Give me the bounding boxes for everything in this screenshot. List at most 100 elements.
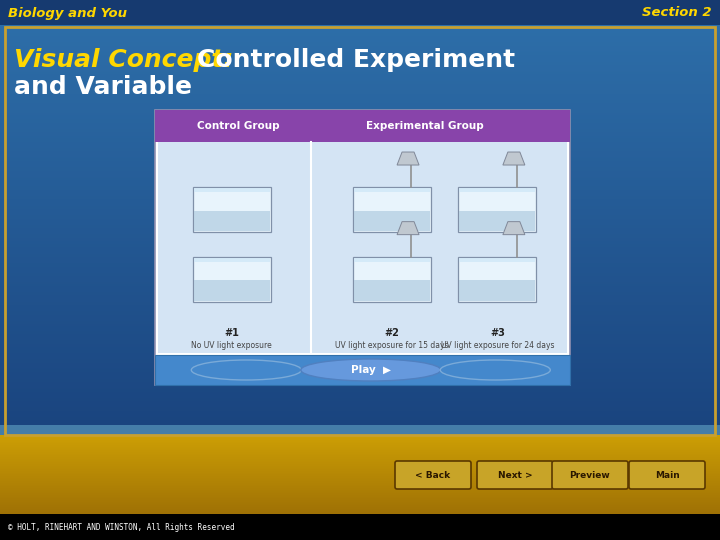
Bar xyxy=(0,345,720,346)
Bar xyxy=(0,333,720,334)
Bar xyxy=(0,136,720,137)
Bar xyxy=(0,476,720,477)
Bar xyxy=(0,441,720,442)
Text: UV light exposure for 24 days: UV light exposure for 24 days xyxy=(441,341,554,350)
Bar xyxy=(0,498,720,499)
Bar xyxy=(0,155,720,156)
Bar xyxy=(0,200,720,201)
Bar xyxy=(0,477,720,478)
Bar xyxy=(0,485,720,486)
Bar xyxy=(0,502,720,503)
Bar xyxy=(0,481,720,482)
Bar xyxy=(0,202,720,203)
Bar xyxy=(0,514,720,515)
Bar xyxy=(0,139,720,140)
Bar xyxy=(0,464,720,465)
Bar xyxy=(0,310,720,311)
FancyBboxPatch shape xyxy=(459,256,536,302)
Bar xyxy=(0,508,720,509)
Bar xyxy=(0,514,720,515)
Bar xyxy=(0,405,720,406)
Bar xyxy=(0,277,720,278)
Bar xyxy=(0,224,720,225)
Bar xyxy=(0,395,720,396)
Bar xyxy=(0,478,720,479)
Bar xyxy=(0,451,720,452)
Bar xyxy=(0,420,720,421)
Bar xyxy=(0,54,720,55)
Bar xyxy=(0,460,720,461)
FancyBboxPatch shape xyxy=(194,211,270,231)
FancyBboxPatch shape xyxy=(354,280,430,301)
Bar xyxy=(0,267,720,268)
Bar xyxy=(0,521,720,522)
Bar xyxy=(0,501,720,502)
Bar xyxy=(0,451,720,452)
Bar xyxy=(0,486,720,487)
Bar xyxy=(0,488,720,489)
Bar xyxy=(0,50,720,51)
Bar xyxy=(0,264,720,265)
Bar xyxy=(0,179,720,180)
Bar xyxy=(0,342,720,343)
Bar xyxy=(0,482,720,483)
Bar xyxy=(0,478,720,479)
Text: Experimental Group: Experimental Group xyxy=(366,121,484,131)
FancyBboxPatch shape xyxy=(459,188,536,192)
Bar xyxy=(0,510,720,511)
Bar xyxy=(0,513,720,514)
Bar xyxy=(0,79,720,80)
Bar xyxy=(0,62,720,63)
Bar xyxy=(0,17,720,18)
Bar xyxy=(0,103,720,104)
Bar xyxy=(0,406,720,407)
Bar xyxy=(0,44,720,45)
Bar xyxy=(0,133,720,134)
Bar xyxy=(0,496,720,497)
Bar xyxy=(0,153,720,154)
Bar xyxy=(0,248,720,249)
Bar xyxy=(0,471,720,472)
Bar xyxy=(0,59,720,60)
Bar xyxy=(0,509,720,510)
Bar xyxy=(0,486,720,487)
Bar xyxy=(0,526,720,527)
Bar xyxy=(0,130,720,131)
Bar xyxy=(0,243,720,244)
FancyBboxPatch shape xyxy=(477,461,553,489)
Bar xyxy=(0,24,720,25)
Bar xyxy=(0,323,720,324)
Bar xyxy=(0,124,720,125)
Bar xyxy=(0,389,720,390)
Bar xyxy=(0,498,720,499)
Bar xyxy=(0,287,720,288)
Bar xyxy=(0,473,720,474)
Bar xyxy=(0,93,720,94)
Bar xyxy=(0,301,720,302)
Bar xyxy=(0,168,720,169)
Bar xyxy=(0,357,720,358)
Bar xyxy=(0,134,720,135)
Bar xyxy=(0,348,720,349)
Bar xyxy=(0,479,720,480)
Bar xyxy=(0,135,720,136)
Bar xyxy=(0,437,720,438)
Bar xyxy=(0,239,720,240)
Bar xyxy=(0,120,720,121)
Bar xyxy=(0,380,720,381)
Bar xyxy=(0,31,720,32)
Bar xyxy=(0,312,720,313)
Bar xyxy=(0,240,720,241)
Bar xyxy=(0,415,720,416)
Bar xyxy=(0,391,720,392)
Bar xyxy=(0,436,720,437)
Bar xyxy=(0,221,720,222)
Bar xyxy=(0,408,720,409)
Bar xyxy=(0,91,720,92)
Bar xyxy=(0,492,720,493)
Bar xyxy=(0,514,720,515)
Bar xyxy=(0,335,720,336)
Bar xyxy=(0,193,720,194)
Bar xyxy=(0,409,720,410)
Bar xyxy=(0,119,720,120)
